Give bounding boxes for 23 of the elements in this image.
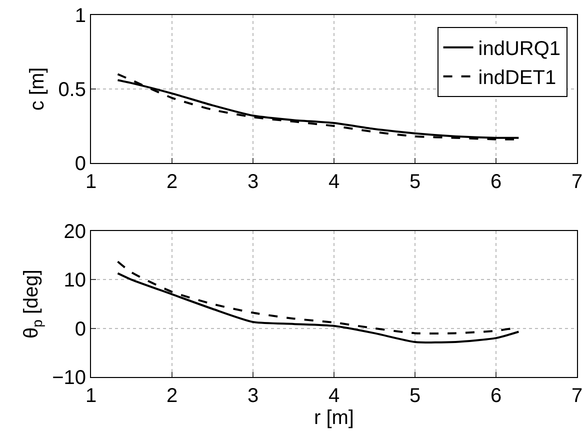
x-tick-label: 4 (328, 385, 340, 407)
y-tick-label: 1 (74, 5, 86, 27)
legend-label: indDET1 (478, 67, 556, 90)
x-tick-label: 7 (571, 171, 583, 193)
y-tick-label: 10 (64, 270, 86, 292)
x-tick-label: 4 (328, 171, 340, 193)
y-tick-label: −10 (52, 367, 86, 389)
x-axis-title: r [m] (314, 407, 354, 429)
x-tick-label: 3 (247, 171, 259, 193)
x-tick-label: 2 (166, 171, 178, 193)
y-tick-label: 0 (74, 153, 86, 175)
legend-label: indURQ1 (478, 38, 561, 60)
x-tick-label: 7 (571, 385, 583, 407)
y-tick-label: 0 (74, 318, 86, 340)
y-tick-label: 0.5 (58, 79, 86, 101)
x-tick-label: 3 (247, 385, 259, 407)
y-axis-title: c [m] (26, 67, 49, 111)
y-tick-label: 20 (64, 221, 86, 243)
x-tick-label: 5 (409, 171, 421, 193)
x-tick-label: 2 (166, 385, 178, 407)
x-tick-label: 5 (409, 385, 421, 407)
x-tick-label: 6 (490, 171, 502, 193)
x-tick-label: 6 (490, 385, 502, 407)
